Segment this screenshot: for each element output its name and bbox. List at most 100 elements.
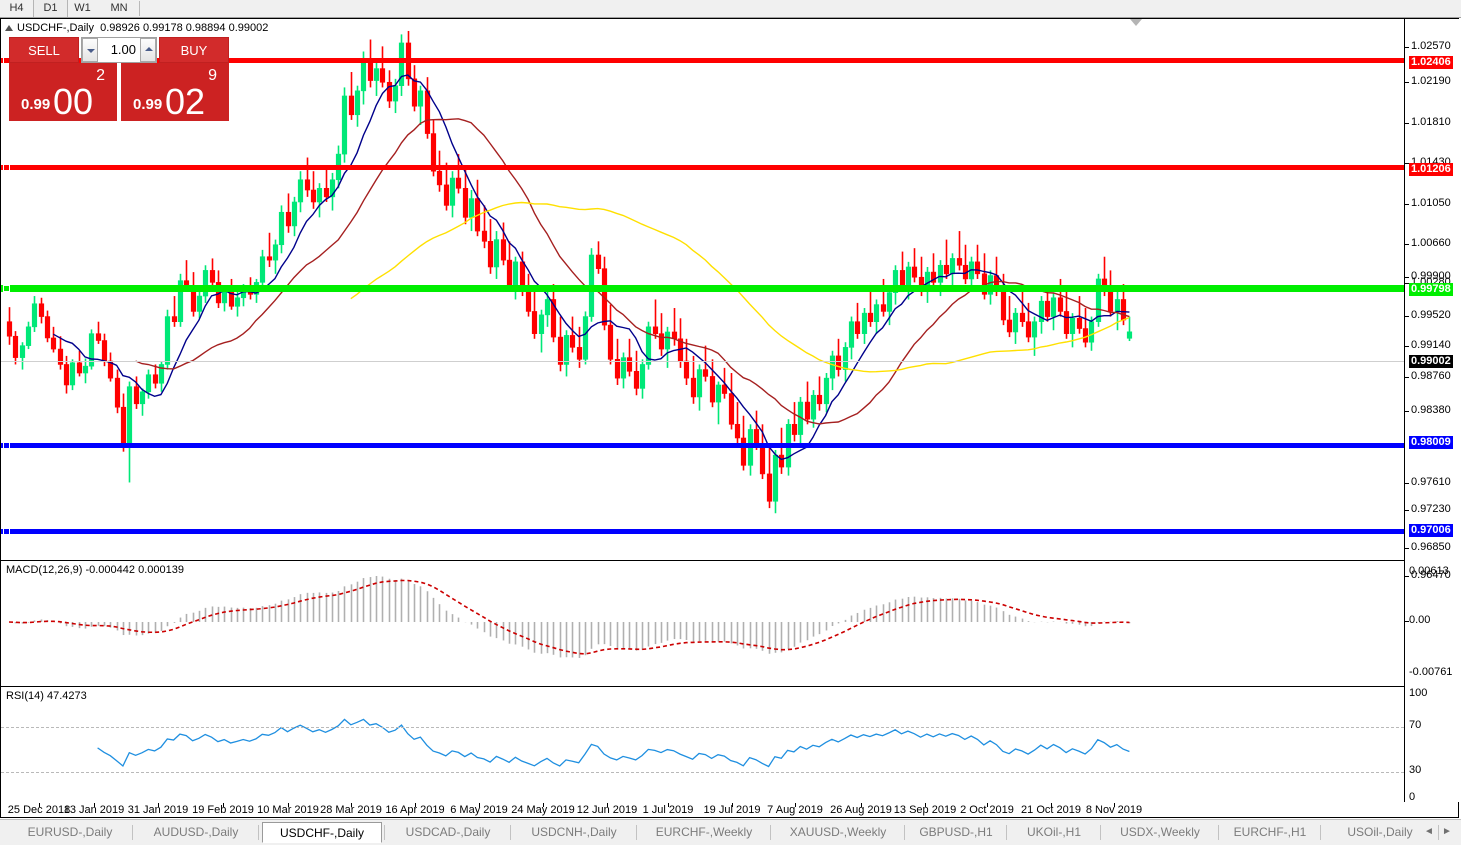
price-level-pill[interactable]: 0.98009 <box>1409 436 1453 449</box>
sell-price-prefix: 0.99 <box>21 96 51 113</box>
date-label: 19 Feb 2019 <box>192 804 254 816</box>
date-tick <box>607 803 608 807</box>
rsi-level-30 <box>1 772 1404 773</box>
price-tick <box>1405 316 1409 317</box>
date-label: 12 Jun 2019 <box>576 804 638 816</box>
rsi-level-70 <box>1 727 1404 728</box>
timeframe-mn[interactable]: MN <box>110 2 128 14</box>
level-line-handle[interactable] <box>3 285 10 292</box>
date-tick <box>223 803 224 807</box>
tab-scroll-right-icon[interactable]: ► <box>1442 826 1452 837</box>
date-axis: 25 Dec 2018 13 Jan 2019 31 Jan 2019 19 Feb … <box>1 803 1404 817</box>
price-level-pill[interactable]: 0.99798 <box>1409 283 1453 296</box>
symbol-title-bar: USDCHF-,Daily 0.98926 0.99178 0.98894 0.… <box>5 22 268 34</box>
level-line-support-lower[interactable] <box>1 528 1404 535</box>
date-tick <box>94 803 95 807</box>
chart-tab-usdchfdaily[interactable]: USDCHF-,Daily <box>262 822 382 843</box>
macd-zero-tick <box>1405 621 1409 622</box>
buy-price-display[interactable]: 0.99 02 9 <box>121 63 229 121</box>
price-tick-label: 0.97610 <box>1411 476 1451 488</box>
rsi-axis-label: 30 <box>1409 764 1422 776</box>
rsi-axis-label: 0 <box>1409 791 1416 803</box>
level-line-resistance-lower[interactable] <box>1 164 1404 171</box>
price-level-pill[interactable]: 0.99002 <box>1409 355 1453 368</box>
price-level-pill[interactable]: 0.97006 <box>1409 524 1453 537</box>
date-tick <box>668 803 669 807</box>
date-label: 25 Dec 2018 <box>7 804 71 816</box>
chart-tab-ukoilh1[interactable]: UKOil-,H1 <box>1026 825 1081 839</box>
tab-separator <box>770 825 771 840</box>
chart-tab-usoildaily[interactable]: USOil-,Daily <box>1347 825 1413 839</box>
chart-tab-xauusdweekly[interactable]: XAUUSD-,Weekly <box>789 825 887 839</box>
date-label: 16 Apr 2019 <box>385 804 445 816</box>
current-bar-marker <box>1130 19 1142 26</box>
price-level-pill[interactable]: 1.01206 <box>1409 163 1453 176</box>
price-tick <box>1405 244 1409 245</box>
price-level-pill[interactable]: 1.02406 <box>1409 56 1453 69</box>
level-line-handle[interactable] <box>3 442 10 449</box>
chart-tab-eurchfh1[interactable]: EURCHF-,H1 <box>1233 825 1307 839</box>
macd-axis-label: -0.00761 <box>1409 666 1453 678</box>
chart-tab-eurchfweekly[interactable]: EURCHF-,Weekly <box>655 825 753 839</box>
date-label: 8 Nov 2019 <box>1085 804 1143 816</box>
buy-price-prefix: 0.99 <box>133 96 163 113</box>
price-tick-label: 1.00280 <box>1411 276 1451 288</box>
date-tick <box>1051 803 1052 807</box>
one-click-trading-panel[interactable]: SELL 1.00 BUY 0.99 00 2 0.99 02 9 <box>9 37 229 121</box>
tab-separator <box>1100 825 1101 840</box>
sell-price-display[interactable]: 0.99 00 2 <box>9 63 117 121</box>
chart-tab-usdcaddaily[interactable]: USDCAD-,Daily <box>405 825 491 839</box>
chart-tab-eurusddaily[interactable]: EURUSD-,Daily <box>27 825 113 839</box>
chart-tab-bar[interactable]: EURUSD-,Daily AUDUSD-,Daily USDCHF-,Daily U… <box>0 819 1461 845</box>
price-axis-separator <box>1404 19 1405 802</box>
tab-scroll-left-icon[interactable]: ◄ <box>1424 826 1434 837</box>
chart-tab-gbpusdh1[interactable]: GBPUSD-,H1 <box>919 825 993 839</box>
chart-tab-audusddaily[interactable]: AUDUSD-,Daily <box>153 825 239 839</box>
level-line-handle[interactable] <box>3 164 10 171</box>
volume-decrement-button[interactable] <box>82 38 98 62</box>
date-tick <box>861 803 862 807</box>
date-tick <box>987 803 988 807</box>
timeframe-h4[interactable]: H4 <box>9 2 24 14</box>
chart-tab-usdcnhdaily[interactable]: USDCNH-,Daily <box>531 825 617 839</box>
level-line-body <box>1 165 1404 170</box>
date-label: 31 Jan 2019 <box>127 804 189 816</box>
tab-separator <box>384 825 385 840</box>
chart-tab-usdxweekly[interactable]: USDX-,Weekly <box>1120 825 1200 839</box>
price-tick-label: 0.99900 <box>1411 270 1451 282</box>
price-tick-label: 0.96850 <box>1411 541 1451 553</box>
level-line-body <box>1 285 1404 292</box>
date-tick <box>288 803 289 807</box>
price-tick-label: 0.97230 <box>1411 503 1451 515</box>
timeframe-d1[interactable]: D1 <box>33 0 68 17</box>
price-tick <box>1405 576 1409 577</box>
price-tick-label: 0.98380 <box>1411 404 1451 416</box>
price-tick <box>1405 411 1409 412</box>
price-tick-label: 0.96470 <box>1411 569 1451 581</box>
level-line-handle[interactable] <box>3 528 10 535</box>
rsi-canvas <box>97 718 1130 768</box>
volume-input[interactable]: 1.00 <box>81 37 157 63</box>
symbol-name: USDCHF-,Daily <box>17 22 94 34</box>
macd-pane[interactable]: MACD(12,26,9) -0.000442 0.000139 <box>1 560 1404 685</box>
collapse-triangle-icon[interactable] <box>5 25 13 32</box>
date-tick <box>39 803 40 807</box>
date-tick <box>795 803 796 807</box>
price-tick <box>1405 346 1409 347</box>
sell-price-main: 00 <box>53 81 94 122</box>
price-tick-label: 1.01050 <box>1411 197 1451 209</box>
volume-increment-button[interactable] <box>140 38 156 62</box>
sell-button[interactable]: SELL <box>9 37 79 63</box>
price-axis[interactable]: 1.02570 1.02190 1.01810 1.01430 1.01050 1.006… <box>1405 19 1460 803</box>
timeframe-w1[interactable]: W1 <box>74 2 91 14</box>
level-line-support-upper[interactable] <box>1 442 1404 449</box>
date-tick <box>415 803 416 807</box>
price-pane[interactable] <box>1 19 1404 556</box>
timeframe-bar: H4 D1 W1 MN <box>0 0 1461 18</box>
rsi-pane[interactable]: RSI(14) 47.4273 <box>1 686 1404 803</box>
tab-separator <box>1006 825 1007 840</box>
price-tick-label: 0.98760 <box>1411 370 1451 382</box>
level-line-pivot-green[interactable] <box>1 285 1404 292</box>
buy-button[interactable]: BUY <box>159 37 229 63</box>
